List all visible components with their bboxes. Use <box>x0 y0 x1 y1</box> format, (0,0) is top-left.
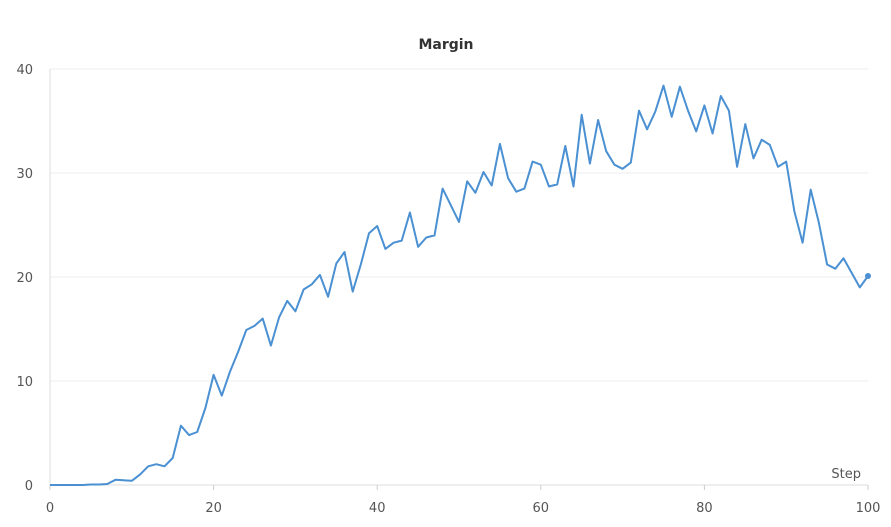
x-axis-title: Step <box>831 467 861 482</box>
x-tick-label: 80 <box>696 501 713 516</box>
x-tick-labels: 0 20 40 60 80 100 <box>46 501 881 516</box>
y-tick-label: 40 <box>16 63 33 78</box>
chart-title: Margin <box>418 37 473 53</box>
y-tick-labels: 0 10 20 30 40 <box>16 63 33 494</box>
series-line <box>50 84 869 486</box>
x-tick-label: 100 <box>856 501 881 516</box>
x-tick-label: 0 <box>46 501 54 516</box>
x-tick-label: 40 <box>369 501 386 516</box>
gridlines <box>50 68 868 382</box>
y-tick-label: 10 <box>16 375 33 390</box>
last-data-point <box>865 272 871 279</box>
axes <box>49 69 869 490</box>
x-tick-label: 60 <box>533 501 550 516</box>
y-tick-label: 30 <box>16 167 33 182</box>
y-tick-label: 20 <box>16 271 33 286</box>
y-tick-label: 0 <box>25 479 33 494</box>
x-tick-label: 20 <box>205 501 222 516</box>
